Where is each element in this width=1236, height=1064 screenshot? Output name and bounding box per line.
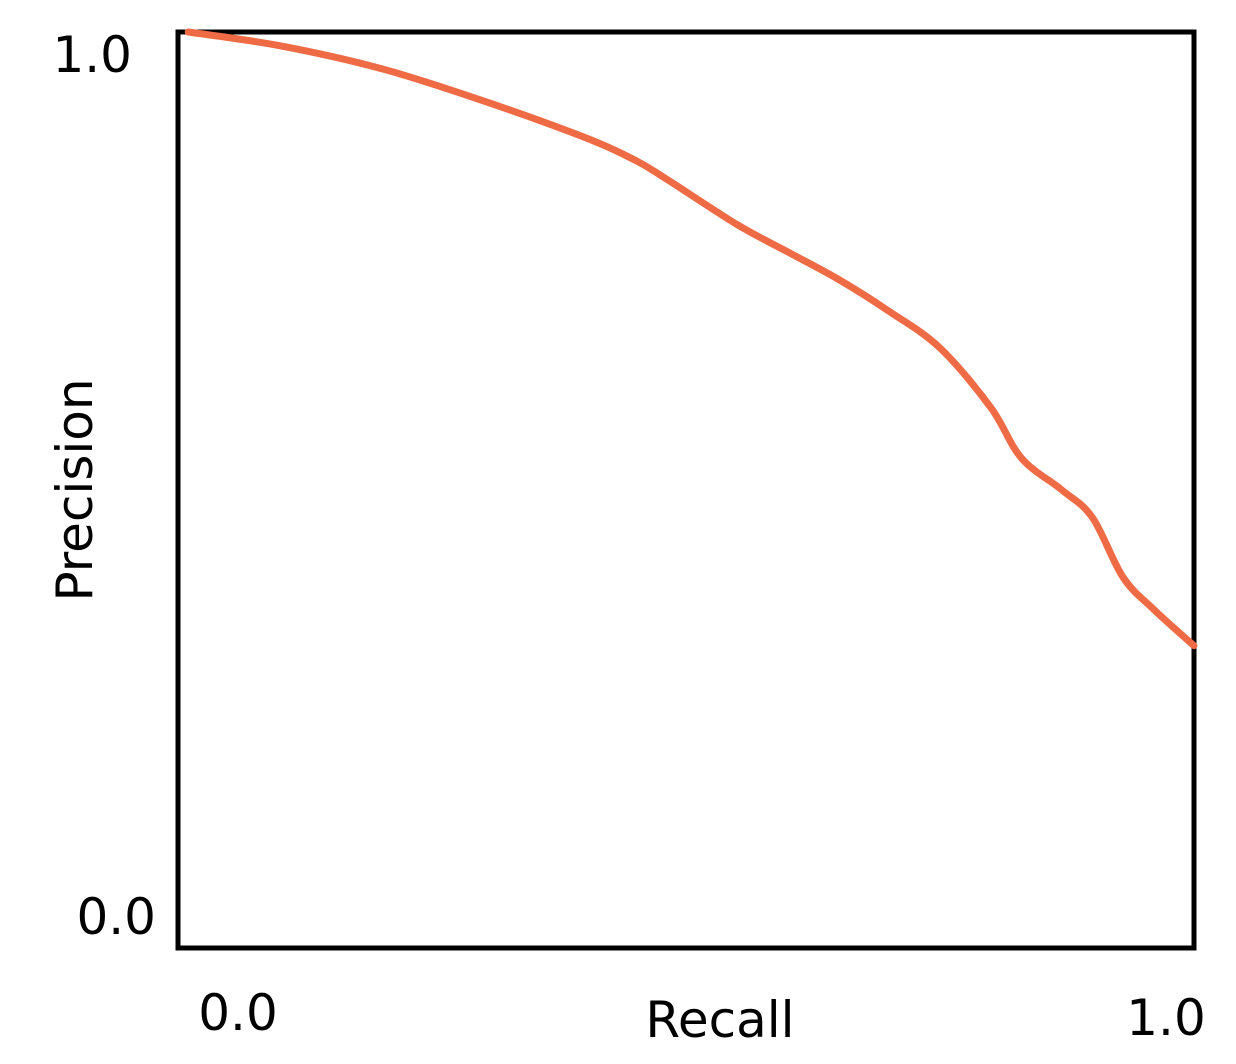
y-tick-label-bottom: 0.0 <box>76 888 156 946</box>
y-tick-label-top: 1.0 <box>52 26 132 84</box>
y-axis-label: Precision <box>46 378 104 601</box>
precision-recall-curve <box>184 28 1198 650</box>
x-tick-label-left: 0.0 <box>198 984 278 1042</box>
plot-frame <box>175 29 1197 951</box>
x-axis-label: Recall <box>645 991 794 1049</box>
x-tick-label-right: 1.0 <box>1126 989 1206 1047</box>
